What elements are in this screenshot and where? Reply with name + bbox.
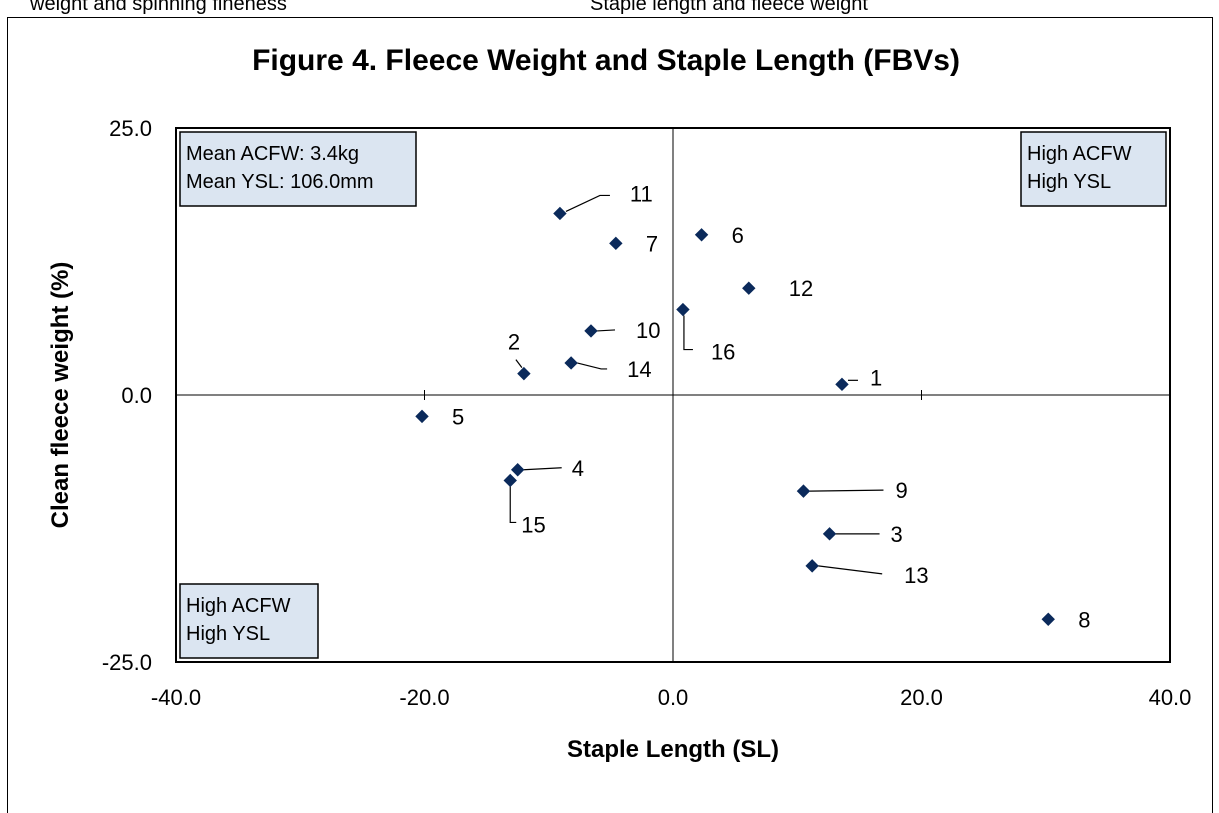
point-marker	[564, 356, 578, 370]
point-label: 2	[508, 330, 520, 355]
point-leader-line	[515, 359, 523, 369]
quadrant-note-line: High YSL	[186, 623, 270, 645]
point-marker	[1041, 612, 1055, 626]
data-point-3: 3	[822, 522, 903, 547]
point-leader-line	[576, 362, 608, 370]
point-marker	[835, 377, 849, 392]
x-tick-label: 20.0	[900, 685, 943, 710]
data-point-16: 16	[676, 302, 735, 365]
point-marker	[822, 527, 837, 541]
x-axis-label: Staple Length (SL)	[567, 736, 779, 763]
y-tick-label: 25.0	[109, 116, 152, 141]
quadrant-note-line: High YSL	[1027, 171, 1111, 193]
point-leader-line	[683, 315, 693, 351]
point-marker	[584, 324, 598, 338]
data-point-7: 7	[609, 231, 658, 256]
point-label: 1	[870, 365, 882, 390]
point-marker	[510, 463, 525, 477]
quadrant-note-line: Mean ACFW: 3.4kg	[186, 143, 359, 165]
point-leader-line	[509, 486, 517, 524]
quadrant-note-box	[179, 583, 319, 659]
quadrant-note-line: High ACFW	[186, 595, 291, 617]
quadrant-note-bottom-left: High ACFW High YSL	[179, 583, 319, 659]
point-label: 8	[1078, 607, 1090, 632]
point-leader-line	[565, 194, 610, 212]
point-leader-line	[818, 565, 883, 575]
data-point-1: 1	[835, 365, 882, 392]
point-leader-line	[523, 467, 562, 471]
point-label: 11	[630, 181, 653, 206]
top-text-strip: weight and spinning fineness Staple leng…	[0, 0, 1219, 16]
data-point-14: 14	[564, 356, 652, 382]
point-label: 6	[732, 223, 744, 248]
data-point-13: 13	[805, 559, 929, 588]
top-text-right: Staple length and fleece weight	[590, 0, 868, 15]
point-label: 7	[646, 231, 658, 256]
point-label: 16	[711, 340, 735, 365]
point-label: 15	[521, 512, 545, 537]
point-label: 14	[627, 357, 651, 382]
point-label: 5	[452, 404, 464, 429]
point-label: 10	[636, 318, 660, 343]
quadrant-note-line: High ACFW	[1027, 143, 1132, 165]
point-label: 13	[904, 563, 928, 588]
point-marker	[742, 281, 756, 295]
x-tick-label: 0.0	[658, 685, 689, 710]
point-label: 12	[789, 276, 813, 301]
data-point-6: 6	[694, 223, 744, 248]
quadrant-note-line: Mean YSL: 106.0mm	[186, 171, 374, 193]
axes-layer: -40.0 -20.0 0.0 20.0 40.0 25.0 0.0 -25.0	[102, 116, 1192, 710]
point-marker	[517, 366, 531, 381]
quadrant-note-box	[1020, 131, 1167, 207]
annotation-layer: Mean ACFW: 3.4kg Mean YSL: 106.0mm High AC…	[179, 131, 1167, 659]
y-axis-label: Clean fleece weight (%)	[47, 262, 74, 529]
y-tick-label: 0.0	[121, 383, 152, 408]
point-label: 9	[895, 478, 907, 503]
point-leader-line	[596, 329, 616, 332]
x-tick-label: 40.0	[1149, 685, 1192, 710]
data-point-12: 12	[742, 276, 813, 301]
data-point-11: 11	[553, 181, 653, 221]
point-leader-line	[809, 489, 884, 492]
point-marker	[503, 473, 517, 488]
point-marker	[553, 206, 567, 221]
x-tick-label: -40.0	[151, 685, 201, 710]
point-marker	[415, 409, 429, 424]
point-label: 3	[891, 522, 903, 547]
chart-title: Figure 4. Fleece Weight and Staple Lengt…	[252, 44, 960, 77]
data-point-15: 15	[503, 473, 546, 537]
data-point-5: 5	[415, 404, 464, 429]
y-tick-label: -25.0	[102, 650, 152, 675]
data-point-10: 10	[584, 318, 660, 343]
data-point-2: 2	[508, 330, 531, 381]
point-marker	[796, 484, 811, 498]
quadrant-note-top-left: Mean ACFW: 3.4kg Mean YSL: 106.0mm	[179, 131, 417, 207]
quadrant-note-top-right: High ACFW High YSL	[1020, 131, 1167, 207]
data-point-4: 4	[510, 456, 584, 481]
data-point-9: 9	[796, 478, 908, 503]
point-marker	[805, 559, 819, 573]
quadrant-note-box	[179, 131, 417, 207]
point-marker	[694, 228, 709, 242]
point-label: 4	[572, 456, 584, 481]
point-marker	[609, 236, 623, 251]
data-point-8: 8	[1041, 607, 1090, 632]
x-tick-label: -20.0	[399, 685, 449, 710]
point-marker	[676, 302, 690, 317]
top-text-left: weight and spinning fineness	[30, 0, 287, 15]
